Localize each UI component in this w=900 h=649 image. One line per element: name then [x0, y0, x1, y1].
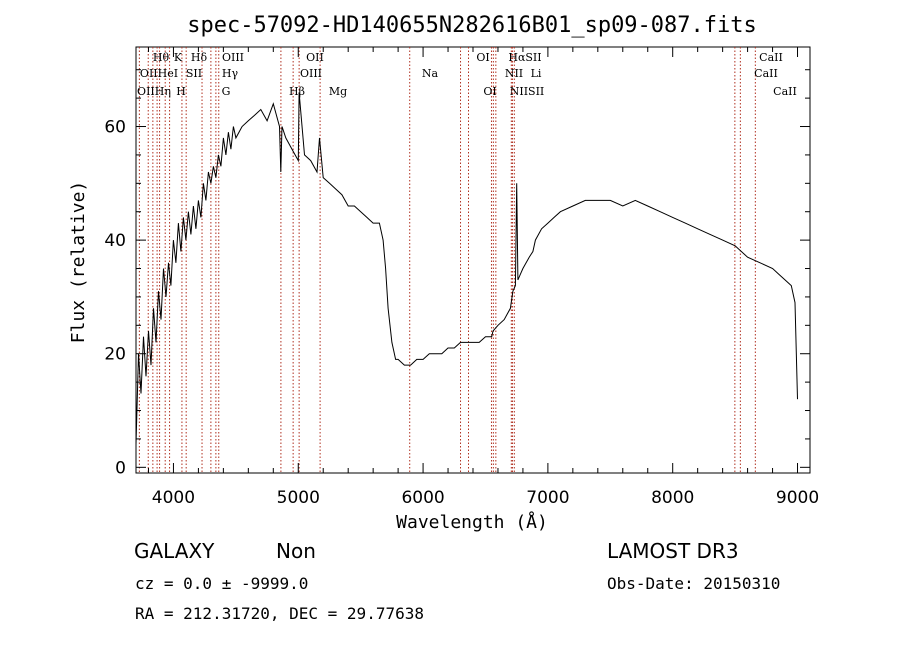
x-axis-label: Wavelength (Å): [396, 511, 548, 533]
spectral-line-markers: [138, 47, 756, 473]
line-label-13: NII: [505, 67, 523, 80]
observation-date: Obs-Date: 20150310: [607, 574, 780, 593]
y-tick-label: 0: [115, 458, 126, 478]
line-label-16: OIIHη: [137, 85, 171, 98]
line-label-20: Mg: [329, 85, 347, 98]
line-label-2: Hδ: [191, 51, 208, 64]
survey-name: LAMOST DR3: [607, 539, 739, 563]
line-label-23: CaII: [773, 85, 797, 98]
plot-border: [135, 46, 811, 474]
chart-title: spec-57092-HD140655N282616B01_sp09-087.f…: [187, 13, 757, 38]
axis-ticks: [136, 47, 810, 473]
line-label-21: OI: [483, 85, 496, 98]
line-label-0: Hθ: [153, 51, 170, 64]
object-class: GALAXY: [134, 539, 215, 563]
x-tick-label: 5000: [277, 488, 320, 508]
y-tick-label: 60: [104, 118, 126, 138]
spectrum-line: [135, 92, 798, 445]
plot-frame: [135, 46, 811, 474]
redshift-cz: cz = 0.0 ± -9999.0: [135, 574, 308, 593]
x-tick-label: 7000: [526, 488, 569, 508]
line-label-17: H: [176, 85, 186, 98]
line-label-1: K: [174, 51, 183, 64]
line-label-8: OIIHeI: [140, 67, 178, 80]
x-tick-label: 6000: [401, 488, 444, 508]
line-label-7: CaII: [759, 51, 783, 64]
object-subclass: Non: [276, 539, 316, 563]
y-tick-label: 40: [104, 231, 126, 251]
line-label-18: G: [222, 85, 231, 98]
line-label-10: Hγ: [222, 67, 239, 80]
line-label-9: SII: [186, 67, 202, 80]
line-label-11: OIII: [300, 67, 322, 80]
line-label-6: HαSII: [508, 51, 541, 64]
spectral-line-labels: Hθ K Hδ OIII OII OI HαSII CaII OIIHeI SII Hγ OIII Na…: [137, 51, 797, 98]
x-tick-label: 8000: [651, 488, 694, 508]
line-label-14: Li: [531, 67, 542, 80]
x-tick-label: 4000: [152, 488, 195, 508]
y-axis-label: Flux (relative): [68, 181, 89, 344]
line-label-19: Hβ: [289, 85, 305, 98]
line-label-15: CaII: [754, 67, 778, 80]
line-label-5: OI: [476, 51, 489, 64]
axis-tick-labels: 4000 5000 6000 7000 8000 9000 0 20 40 60: [104, 118, 819, 508]
ra-dec-coordinates: RA = 212.31720, DEC = 29.77638: [135, 604, 424, 623]
y-tick-label: 20: [104, 345, 126, 365]
line-label-3: OIII: [222, 51, 244, 64]
x-tick-label: 9000: [776, 488, 819, 508]
line-label-22: NIISII: [510, 85, 545, 98]
line-label-4: OII: [306, 51, 324, 64]
line-label-12: Na: [422, 67, 439, 80]
